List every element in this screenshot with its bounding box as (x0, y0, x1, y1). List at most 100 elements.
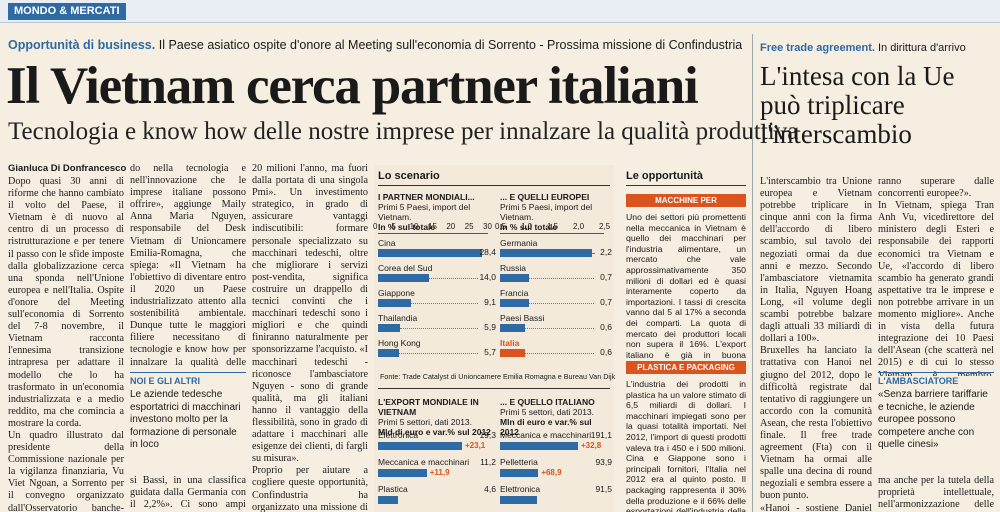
leader-dots (529, 303, 594, 304)
chart1-sub: Primi 5 Paesi, import del Vietnam. (378, 202, 471, 222)
bar (378, 496, 399, 504)
opportunita-text-2: L'industria dei prodotti in plastica ha … (626, 379, 746, 512)
tag-plastica-packaging: PLASTICA E PACKAGING (626, 361, 746, 374)
opportunita-text-1: Uno dei settori più promettenti nella me… (626, 212, 746, 370)
axis-tick-label: 10 (409, 222, 419, 231)
bar-value-label: 28,4 (479, 247, 496, 257)
bar-category-label: Meccanica e macchinari (378, 457, 470, 467)
chart4-sub: Primi 5 settori, dati 2013. (500, 407, 595, 417)
axis-tick-label: 20 (446, 222, 456, 231)
bar (378, 249, 483, 257)
column-divider (752, 34, 753, 512)
axis-tick-label: 30 (483, 222, 492, 231)
chart2-title: ... E QUELLI EUROPEI (500, 192, 590, 202)
bar-value-label: 5,7 (484, 347, 496, 357)
bar-value-label: 9,1 (484, 297, 496, 307)
bar (378, 469, 427, 477)
side-kicker: Free trade agreement. In dirittura d'arr… (760, 42, 995, 54)
bar (500, 349, 525, 357)
axis-tick-label: 0 (373, 222, 378, 231)
bar-category-label: Russia (500, 263, 526, 273)
chart2-sub: Primi 5 Paesi, import del Vietnam. (500, 202, 593, 222)
chart1-header: I PARTNER MONDIALI... Primi 5 Paesi, imp… (378, 192, 493, 232)
side-headline: L'intesa con la Ue può triplicare l'inte… (760, 61, 955, 149)
box-rule (130, 372, 246, 373)
section-tag: MONDO & MERCATI (8, 3, 126, 20)
chart4-unit: Mln di euro e var.% sul 2012 (500, 417, 592, 437)
bar-change-label: +23,1 (465, 441, 486, 450)
axis-tick-label: 0,5 (495, 222, 507, 231)
leader-dots (524, 353, 594, 354)
bar-value-label: 19,3 (479, 430, 496, 440)
bar-category-label: Giappone (378, 288, 415, 298)
chart-partner-europei: 0,5 1,0 1,5 2,0 2,5 Germania 2,2 Russia 0,7 Franc… (495, 222, 612, 372)
kicker-bold: Opportunità di business. (8, 38, 156, 52)
bar-value-label: 5,9 (484, 322, 496, 332)
bar-change-label: +11,9 (429, 468, 450, 477)
opportunita-title: Le opportunità (626, 170, 703, 182)
bar-category-label: Elettronica (500, 484, 541, 494)
chart-export-mondiale: Elettronica 19,3 +23,1 Meccanica e macchina… (378, 430, 496, 512)
opportunita-rule (626, 185, 746, 186)
axis-tick-label: 25 (464, 222, 474, 231)
kicker-text: Il Paese asiatico ospite d'onore al Meet… (158, 38, 743, 52)
bar (500, 299, 530, 307)
chart3-header: L'EXPORT MONDIALE IN VIETNAM Primi 5 set… (378, 397, 496, 437)
bar-category-label: Thailandia (378, 313, 418, 323)
tag-macchine-alimentare: MACCHINE PER L'ALIMENTARE (626, 194, 746, 218)
bar-value-label: 191,1 (590, 430, 612, 440)
chart1-title: I PARTNER MONDIALI... (378, 192, 475, 202)
scenario-panel (374, 165, 614, 512)
axis-tick-label: 2,0 (573, 222, 585, 231)
axis-tick-label: 2,5 (599, 222, 611, 231)
subheadline: Tecnologia e know how delle nostre impre… (8, 118, 799, 145)
bar-category-label: Pelletteria (500, 457, 538, 467)
chart-source: Fonte: Trade Catalyst di Unioncamere Emi… (380, 372, 616, 381)
ambasciatore-title: L'AMBASCIATORE (878, 376, 959, 386)
bar-value-label: 4,6 (484, 484, 496, 494)
chart3-unit: Mld di euro e var.% sul 2012 (378, 427, 491, 437)
side-article-column-2-tail: ma anche per la tutela della proprietà i… (878, 475, 994, 512)
bar (500, 274, 530, 282)
article-column-2: do nella tecnologia e nell'innovazione c… (130, 163, 246, 367)
bar-value-label: 93,9 (595, 457, 612, 467)
chart2-unit: In % sul totale (500, 222, 558, 232)
bar-value-label: 0,7 (600, 272, 612, 282)
bar-category-label: Francia (500, 288, 529, 298)
leader-dots (429, 278, 478, 279)
bar (500, 442, 578, 450)
axis-tick-label: 15 (428, 222, 437, 231)
axis-tick-label: 5 (391, 222, 396, 231)
bar-value-label: 0,7 (600, 297, 612, 307)
axis-tick-label: 1,5 (547, 222, 559, 231)
axis-line (500, 233, 604, 234)
chart-export-italiano: Meccanica e macchinari 191,1 +32,8 Pellette… (500, 430, 612, 512)
chart2-header: ... E QUELLI EUROPEI Primi 5 Paesi, impo… (500, 192, 612, 232)
side-kicker-text: In dirittura d'arrivo (878, 42, 966, 54)
axis-tick-label: 1,0 (521, 222, 533, 231)
chart3-sub: Primi 5 settori, dati 2013. (378, 417, 473, 427)
bar (378, 299, 412, 307)
bar-value-label: 11,2 (480, 457, 496, 467)
bar (500, 249, 592, 257)
leader-dots (398, 353, 478, 354)
bar-value-label: 2,2 (600, 247, 612, 257)
bar-category-label: Paesi Bassi (500, 313, 545, 323)
bar-category-label: Meccanica e macchinari (500, 430, 592, 440)
chart4-title: ... E QUELLO ITALIANO (500, 397, 595, 407)
bar-value-label: 0,6 (600, 347, 612, 357)
noi-e-gli-altri-title: NOI E GLI ALTRI (130, 376, 200, 386)
bar-value-label: 14,0 (479, 272, 496, 282)
bar-change-label: +32,8 (581, 441, 602, 450)
bar (500, 324, 525, 332)
ambasciatore-quote: «Senza barriere tariffarie e tecniche, l… (878, 389, 988, 450)
chart3-title: L'EXPORT MONDIALE IN VIETNAM (378, 397, 479, 417)
bar-category-label: Cina (378, 238, 396, 248)
bar-category-label: Corea del Sud (378, 263, 433, 273)
leader-dots (411, 303, 478, 304)
byline: Gianluca Di Donfrancesco (8, 163, 127, 174)
side-kicker-bold: Free trade agreement. (760, 42, 875, 54)
scenario-rule (378, 185, 610, 186)
leader-dots (399, 328, 478, 329)
bar (378, 274, 430, 282)
